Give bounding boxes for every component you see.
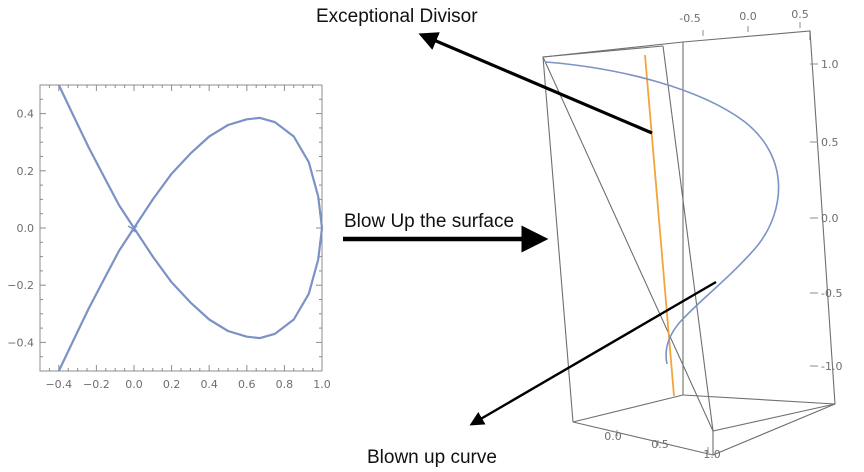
box-back-face: [542, 30, 836, 432]
blown-up-curve-label: Blown up curve: [367, 447, 497, 468]
blown-up-curve: [545, 61, 780, 365]
box-tick-marks: [616, 22, 818, 453]
nodal-curve-plot: −0.4 −0.2 0.0 0.2 0.4 0.6 0.8 1.0 0.4 0.2 0.0 −0.2…: [7, 84, 331, 391]
right-tick-label: 1.0: [821, 58, 839, 71]
box-edge: [572, 394, 684, 423]
box-edge: [542, 45, 664, 58]
blow-up-label: Blow Up the surface: [344, 211, 514, 232]
box-edge: [682, 394, 836, 405]
bottom-tick-label: 1.0: [703, 448, 721, 461]
x-tick-label: 0.2: [163, 378, 181, 391]
box-edge: [712, 403, 836, 456]
frame-minor-ticks: [39, 84, 323, 372]
box-edge: [542, 56, 574, 423]
exceptional-divisor-label: Exceptional Divisor: [316, 6, 478, 27]
right-tick-label: 0.0: [821, 212, 839, 225]
x-tick-labels: −0.4 −0.2 0.0 0.2 0.4 0.6 0.8 1.0: [45, 378, 330, 391]
plot-frame: [39, 84, 323, 372]
plot-box: [542, 30, 836, 456]
y-tick-label: 0.4: [17, 108, 35, 121]
x-tick-label: 0.0: [125, 378, 143, 391]
y-tick-label: 0.0: [17, 222, 35, 235]
bottom-tick-label: 0.5: [651, 438, 669, 451]
node-detail: [127, 225, 138, 233]
x-tick-label: 0.6: [238, 378, 256, 391]
box-edge: [662, 45, 714, 432]
x-tick-label: −0.4: [45, 378, 72, 391]
y-tick-labels: 0.4 0.2 0.0 −0.2 −0.4: [7, 108, 34, 350]
x-tick-label: 0.8: [276, 378, 294, 391]
x-tick-label: 0.4: [200, 378, 218, 391]
y-tick-label: −0.2: [7, 279, 34, 292]
box-edge: [572, 421, 714, 456]
top-tick-label: 0.5: [791, 8, 809, 21]
exceptional-divisor-line: [644, 54, 675, 397]
right-tick-label: 0.5: [821, 136, 839, 149]
exceptional-divisor-arrow: [418, 32, 653, 135]
right-tick-label: -1.0: [821, 360, 842, 373]
y-tick-label: −0.4: [7, 336, 34, 349]
x-tick-label: 1.0: [313, 378, 331, 391]
blown-up-curve-arrow: [469, 280, 717, 426]
top-tick-label: 0.0: [739, 10, 757, 23]
x-tick-label: −0.2: [83, 378, 110, 391]
top-tick-label: -0.5: [679, 12, 700, 25]
right-tick-label: -0.5: [821, 287, 842, 300]
nodal-curve: [57, 84, 324, 372]
bottom-tick-label: 0.0: [604, 430, 622, 443]
y-tick-label: 0.2: [17, 165, 35, 178]
blown-up-surface-plot: -0.5 0.0 0.5 1.0 0.5 0.0 -0.5 -1.0 0.0 0…: [542, 8, 842, 461]
